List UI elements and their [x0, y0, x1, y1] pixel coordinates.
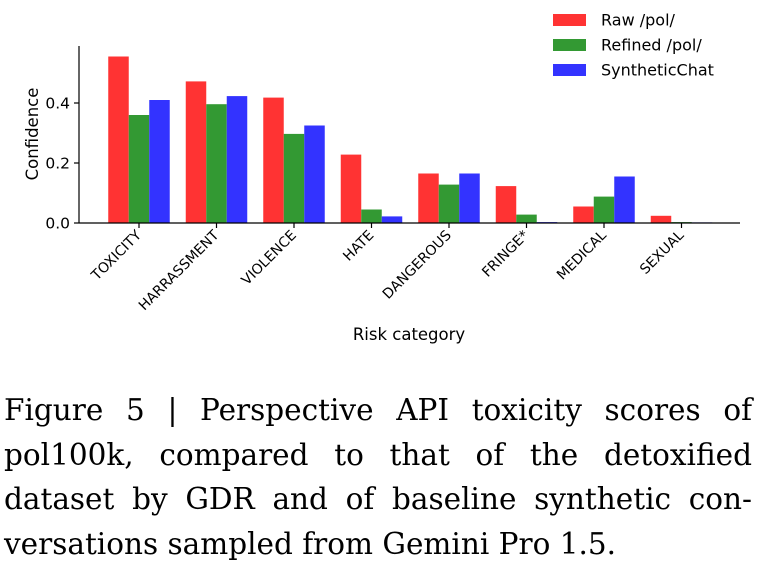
bar-syntheticchat-medical — [614, 176, 635, 223]
x-tick-label: FRINGE* — [479, 228, 532, 281]
caption-line: Figure 5 | Perspective API toxicity scor… — [4, 393, 752, 427]
bar-syntheticchat-hate — [381, 216, 403, 223]
bar-refined-pol-hate — [361, 209, 382, 223]
caption-line: versations sampled from Gemini Pro 1.5. — [4, 526, 617, 561]
legend-swatch — [553, 39, 586, 51]
caption-line: dataset by GDR and of baseline synthetic… — [4, 482, 752, 516]
y-axis-label: Confidence — [23, 88, 42, 181]
x-tick-label: VIOLENCE — [239, 228, 300, 289]
bar-raw-pol-dangerous — [418, 173, 439, 223]
y-tick-label: 0.2 — [45, 155, 70, 173]
legend-label: SyntheticChat — [601, 61, 714, 80]
bar-syntheticchat-dangerous — [459, 173, 480, 223]
x-tick-label: MEDICAL — [554, 227, 610, 283]
axes-group — [78, 46, 740, 224]
x-tick-label: TOXICITY — [88, 227, 145, 284]
x-axis-label: Risk category — [353, 325, 466, 344]
bar-raw-pol-violence — [263, 97, 284, 223]
bar-syntheticchat-harrassment — [226, 96, 248, 223]
y-tick-label: 0.0 — [45, 215, 70, 233]
bars-group — [108, 56, 713, 224]
legend-label: Refined /pol/ — [601, 36, 702, 55]
bar-syntheticchat-violence — [304, 125, 325, 223]
y-tick-label: 0.4 — [45, 95, 70, 113]
caption-line: pol100k, compared to that of the detoxif… — [4, 437, 752, 472]
bar-refined-pol-medical — [593, 196, 615, 223]
x-tick-label: HARRASSMENT — [136, 227, 223, 314]
bar-raw-pol-fringe — [495, 186, 517, 223]
y-ticks-group: 0.0 0.2 0.4 — [45, 95, 79, 233]
bar-refined-pol-harrassment — [206, 104, 227, 223]
bar-refined-pol-fringe — [516, 214, 537, 223]
bar-raw-pol-medical — [573, 206, 594, 223]
bar-raw-pol-hate — [340, 154, 362, 223]
x-tick-label: DANGEROUS — [380, 227, 455, 302]
bar-refined-pol-violence — [283, 133, 305, 223]
figure-caption: Figure 5 | Perspective API toxicity scor… — [4, 388, 752, 566]
legend-swatch — [553, 14, 586, 26]
bar-refined-pol-dangerous — [438, 184, 460, 223]
bar-raw-pol-sexual — [650, 215, 672, 223]
legend-swatch — [553, 64, 586, 76]
bar-raw-pol-toxicity — [108, 56, 129, 223]
legend: Raw /pol/Refined /pol/SyntheticChat — [553, 11, 714, 80]
x-tick-label: SEXUAL — [637, 227, 687, 277]
bar-raw-pol-harrassment — [185, 81, 207, 224]
legend-label: Raw /pol/ — [601, 11, 676, 30]
bar-refined-pol-toxicity — [128, 115, 150, 223]
bar-syntheticchat-toxicity — [149, 100, 170, 223]
x-tick-label: HATE — [340, 228, 377, 265]
